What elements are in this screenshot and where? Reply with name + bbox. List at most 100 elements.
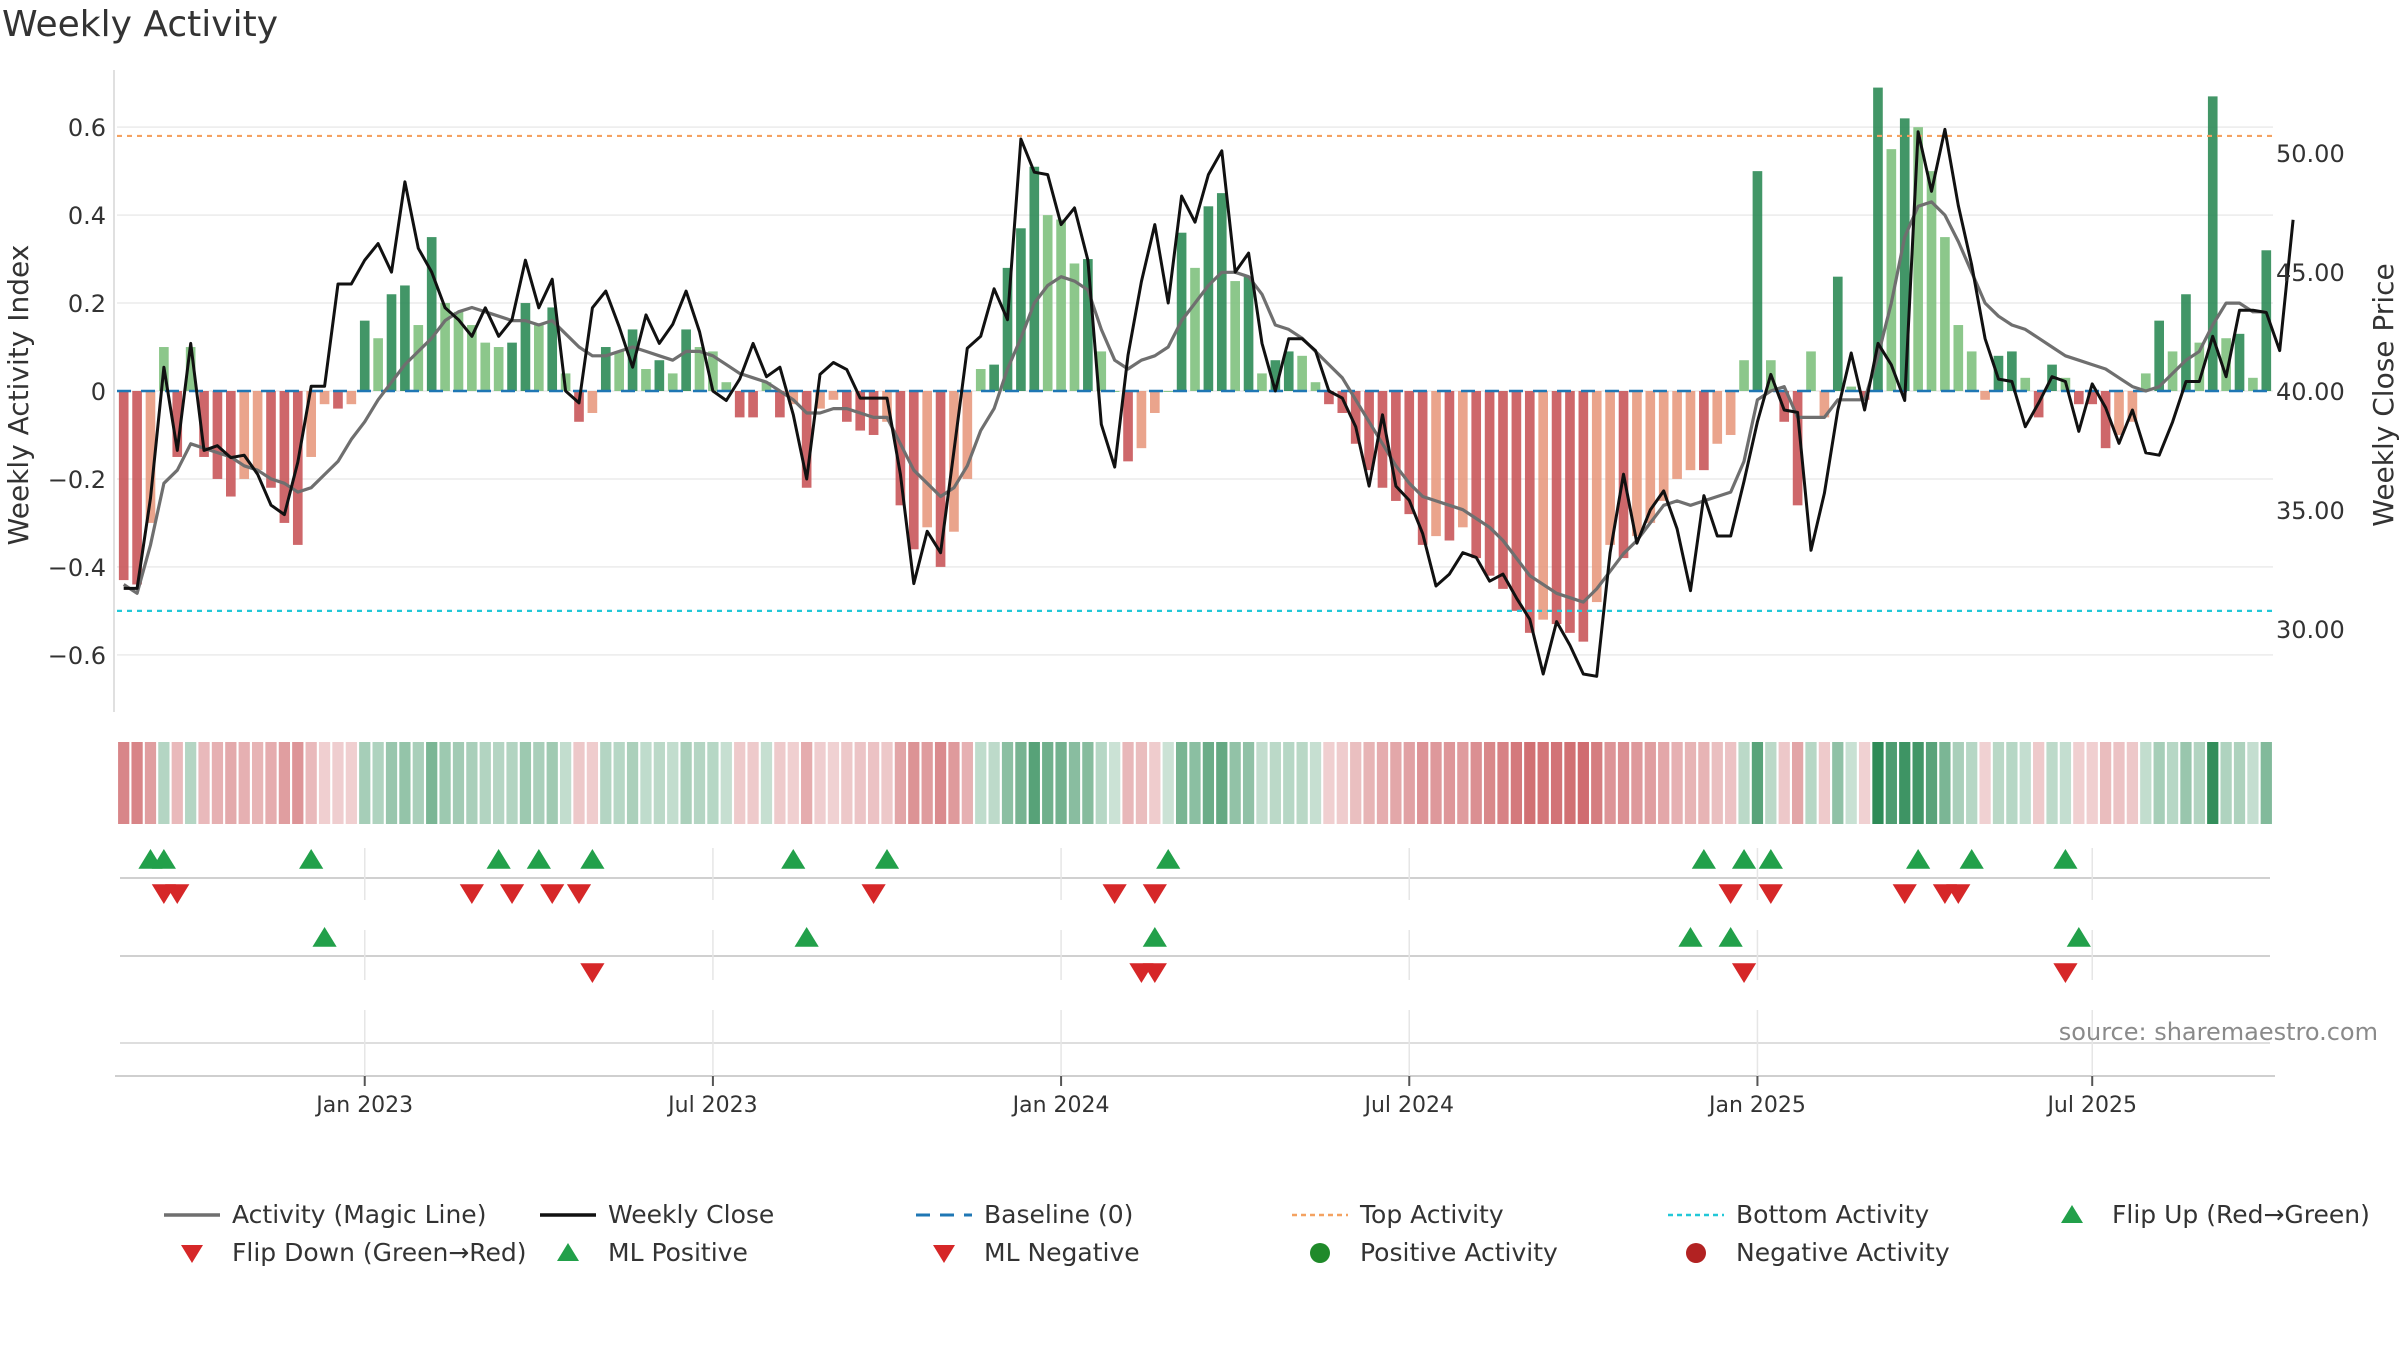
strip-cell (1376, 742, 1389, 824)
strip-cell (399, 742, 411, 824)
x-tick-label: Jan 2023 (314, 1093, 413, 1118)
activity-bar (708, 351, 718, 391)
activity-bar (266, 391, 276, 488)
strip-cell (2019, 742, 2031, 824)
strip-cell (881, 742, 893, 824)
strip-cell (2059, 742, 2072, 824)
flip-down-marker (1142, 884, 1167, 904)
strip-cell (131, 742, 143, 824)
activity-bar (373, 338, 383, 391)
ml-positive-marker (2066, 927, 2091, 947)
activity-bar (346, 391, 357, 405)
strip-cell (1430, 742, 1442, 824)
axes: 0.6 0.4 0.2 0 −0.2 −0.4 −0.6 50.00 45.00 40.00 35.… (2, 70, 2400, 712)
legend-swatch-icon (1686, 1242, 1706, 1263)
strip-cell (412, 742, 424, 824)
strip-cell (1242, 742, 1255, 824)
strip-cell (1269, 742, 1281, 824)
flip-down-marker (1102, 884, 1127, 904)
legend-item-flip_up: Flip Up (Red→Green) (2040, 1200, 2370, 1229)
activity-bar (1150, 391, 1160, 413)
strip-cell (2086, 742, 2098, 824)
strip-cell (1858, 742, 1871, 824)
strip-cell (787, 742, 799, 824)
ml-positive-marker (794, 927, 819, 947)
strip-cell (332, 742, 344, 824)
legend-item-neg_act: Negative Activity (1664, 1238, 1950, 1267)
ml-negative-marker (1731, 963, 1757, 983)
strip-cell (1658, 742, 1670, 824)
strip-cell (1175, 742, 1188, 824)
source-note: source: sharemaestro.com (2059, 1018, 2378, 1046)
activity-bar (962, 391, 973, 479)
activity-bar (2100, 391, 2111, 449)
activity-bar (1524, 391, 1535, 633)
activity-bar (1002, 267, 1013, 391)
strip-cell (1818, 742, 1831, 824)
activity-bar (828, 391, 839, 400)
strip-cell (2180, 742, 2192, 824)
activity-bar (400, 285, 410, 391)
strip-cell (439, 742, 451, 824)
activity-bar (1605, 391, 1615, 545)
flip-down-marker (861, 884, 886, 904)
strip-cell (1899, 742, 1911, 824)
strip-cell (908, 742, 920, 824)
activity-bar (600, 347, 611, 391)
activity-bar (306, 391, 316, 457)
strip-cell (1912, 742, 1924, 824)
strip-cell (613, 742, 625, 824)
activity-bar (1940, 237, 1950, 391)
activity-bar (1699, 391, 1709, 471)
activity-bar (1725, 391, 1736, 435)
legend-swatch-icon (933, 1244, 955, 1263)
activity-bar (2248, 377, 2258, 391)
activity-bar (547, 307, 558, 391)
strip-cell (2153, 742, 2165, 824)
flip-down-marker (165, 884, 190, 904)
activity-bar (1658, 391, 1669, 501)
strip-cell (305, 742, 317, 824)
legend-label: Bottom Activity (1736, 1200, 1930, 1229)
legend-swatch-icon (2061, 1204, 2083, 1223)
strip-cell (921, 742, 933, 824)
strip-cell (1122, 742, 1134, 824)
legend-label: ML Positive (608, 1238, 748, 1267)
activity-bar (2207, 96, 2218, 392)
activity-bar (1283, 351, 1294, 391)
activity-bar (226, 391, 236, 497)
activity-bar (520, 303, 531, 391)
legend-swatch-icon (164, 1212, 220, 1217)
strip-cell (1751, 742, 1764, 824)
activity-bar (1431, 391, 1441, 537)
strip-cell (934, 742, 947, 824)
flip-up-marker (1691, 849, 1716, 869)
activity-bar (1136, 391, 1147, 449)
strip-cell (1001, 742, 1014, 824)
activity-bar (1243, 276, 1254, 391)
strip-cell (1925, 742, 1938, 824)
strip-cell (854, 742, 866, 824)
activity-bar (1511, 391, 1522, 611)
activity-bar (252, 391, 263, 471)
strip-cell (1952, 742, 1964, 824)
activity-bar (895, 391, 906, 506)
activity-bar (1096, 351, 1107, 391)
legend-label: Top Activity (1360, 1200, 1504, 1229)
strip-cell (265, 742, 277, 824)
flip-up-marker (1959, 849, 1984, 869)
strip-cell (1323, 742, 1335, 824)
strip-cell (1885, 742, 1897, 824)
strip-cell (426, 742, 438, 824)
strip-cell (667, 742, 679, 824)
legend-item-ml_neg: ML Negative (912, 1238, 1140, 1267)
activity-bar (1953, 325, 1964, 391)
activity-bar (1926, 171, 1937, 391)
strip-cell (198, 742, 210, 824)
activity-bar (132, 391, 142, 585)
left-tick-label: 0 (91, 378, 106, 406)
strip-cell (2099, 742, 2112, 824)
activity-bar (467, 325, 477, 391)
strip-cell (1805, 742, 1817, 824)
activity-bar (574, 391, 584, 422)
